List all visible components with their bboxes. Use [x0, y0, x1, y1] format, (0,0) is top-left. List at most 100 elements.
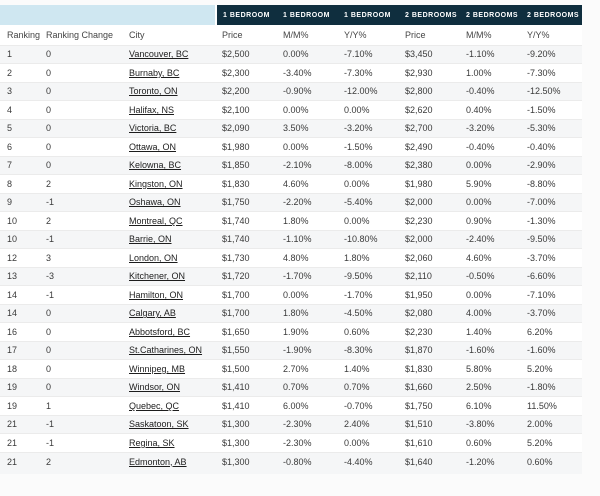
city-link[interactable]: Montreal, QC	[129, 215, 183, 226]
br1-price-cell: $1,740	[216, 229, 278, 249]
ranking-change-cell: 0	[40, 44, 123, 64]
rental-rankings-table: 1 BEDROOM 1 BEDROOM 1 BEDROOM 2 BEDROOMS…	[0, 5, 583, 471]
br2-mm-cell: 0.00%	[460, 155, 522, 175]
ranking-change-cell: 0	[40, 322, 123, 341]
city-link[interactable]: Quebec, QC	[129, 400, 180, 411]
br1-price-cell: $1,300	[216, 451, 278, 471]
column-header-1br-mm: M/M%	[277, 25, 339, 45]
br1-mm-cell: -1.10%	[277, 229, 339, 249]
ranking-change-cell: 3	[40, 248, 123, 267]
city-link[interactable]: St.Catharines, ON	[129, 345, 203, 356]
ranking-cell: 2	[0, 63, 40, 82]
br2-yy-cell: -1.50%	[521, 100, 583, 119]
city-link[interactable]: Burnaby, BC	[129, 67, 180, 78]
city-link[interactable]: Abbotsford, BC	[129, 326, 191, 337]
br1-price-cell: $1,650	[216, 322, 278, 341]
br1-yy-cell: 1.80%	[338, 248, 400, 267]
br2-price-cell: $1,870	[399, 340, 461, 360]
city-link[interactable]: Kelowna, BC	[129, 160, 182, 171]
br2-price-cell: $1,950	[399, 285, 461, 304]
br1-price-cell: $1,720	[216, 266, 278, 286]
column-header-1br-yy: Y/Y%	[338, 25, 400, 45]
br1-price-cell: $1,830	[216, 174, 278, 193]
ranking-cell: 1	[0, 44, 40, 64]
city-cell: Burnaby, BC	[123, 63, 217, 82]
city-link[interactable]: Toronto, ON	[129, 86, 178, 97]
ranking-change-cell: -3	[40, 266, 123, 286]
br1-yy-cell: -1.50%	[338, 137, 400, 156]
br1-mm-cell: 1.80%	[277, 211, 339, 230]
city-link[interactable]: London, ON	[129, 252, 178, 263]
city-link[interactable]: Edmonton, AB	[129, 456, 187, 467]
city-link[interactable]: Kingston, ON	[129, 178, 183, 189]
table-row: 19 1 Quebec, QC $1,410 6.00% -0.70% $1,7…	[0, 396, 583, 415]
city-cell: Barrie, ON	[123, 229, 217, 249]
ranking-change-cell: 0	[40, 118, 123, 138]
group-header-row: 1 BEDROOM 1 BEDROOM 1 BEDROOM 2 BEDROOMS…	[0, 5, 583, 25]
ranking-cell: 21	[0, 451, 40, 471]
br2-yy-cell: -12.50%	[521, 81, 583, 101]
br1-mm-cell: -0.90%	[277, 81, 339, 101]
br2-price-cell: $2,230	[399, 322, 461, 341]
group-header-2-bedrooms-mm: 2 BEDROOMS	[460, 5, 522, 25]
ranking-cell: 19	[0, 396, 40, 415]
table-row: 4 0 Halifax, NS $2,100 0.00% 0.00% $2,62…	[0, 100, 583, 119]
br2-price-cell: $3,450	[399, 44, 461, 64]
ranking-change-cell: 0	[40, 63, 123, 82]
city-link[interactable]: Kitchener, ON	[129, 271, 186, 282]
br2-price-cell: $2,060	[399, 248, 461, 267]
ranking-cell: 8	[0, 174, 40, 193]
br1-price-cell: $1,300	[216, 414, 278, 434]
column-header-row: Ranking Ranking Change City Price M/M% Y…	[0, 25, 583, 45]
ranking-cell: 14	[0, 303, 40, 323]
city-link[interactable]: Oshawa, ON	[129, 197, 181, 208]
table-row: 10 -1 Barrie, ON $1,740 -1.10% -10.80% $…	[0, 229, 583, 249]
ranking-change-cell: 1	[40, 396, 123, 415]
br1-yy-cell: 0.60%	[338, 322, 400, 341]
br1-mm-cell: 1.80%	[277, 303, 339, 323]
city-link[interactable]: Saskatoon, SK	[129, 419, 189, 430]
br1-yy-cell: -1.70%	[338, 285, 400, 304]
city-cell: Calgary, AB	[123, 303, 217, 323]
city-link[interactable]: Calgary, AB	[129, 308, 176, 319]
br1-yy-cell: -9.50%	[338, 266, 400, 286]
br1-yy-cell: -4.40%	[338, 451, 400, 471]
br1-price-cell: $1,740	[216, 211, 278, 230]
column-header-2br-mm: M/M%	[460, 25, 522, 45]
br2-mm-cell: -3.80%	[460, 414, 522, 434]
br1-price-cell: $1,410	[216, 377, 278, 397]
br2-price-cell: $2,230	[399, 211, 461, 230]
br2-yy-cell: -5.30%	[521, 118, 583, 138]
city-cell: Edmonton, AB	[123, 451, 217, 471]
br2-price-cell: $2,080	[399, 303, 461, 323]
br1-yy-cell: -8.30%	[338, 340, 400, 360]
group-header-1-bedroom-price: 1 BEDROOM	[215, 5, 278, 25]
br1-mm-cell: -2.10%	[277, 155, 339, 175]
city-link[interactable]: Victoria, BC	[129, 123, 177, 134]
ranking-cell: 10	[0, 229, 40, 249]
br1-yy-cell: -3.20%	[338, 118, 400, 138]
city-cell: Vancouver, BC	[123, 44, 217, 64]
br2-price-cell: $1,510	[399, 414, 461, 434]
br2-mm-cell: 4.60%	[460, 248, 522, 267]
city-link[interactable]: Barrie, ON	[129, 234, 172, 245]
city-cell: Winnipeg, MB	[123, 359, 217, 378]
br2-yy-cell: -7.10%	[521, 285, 583, 304]
city-link[interactable]: Hamilton, ON	[129, 289, 184, 300]
ranking-cell: 19	[0, 377, 40, 397]
city-link[interactable]: Windsor, ON	[129, 382, 181, 393]
city-link[interactable]: Vancouver, BC	[129, 49, 189, 60]
br2-price-cell: $2,620	[399, 100, 461, 119]
city-cell: Kingston, ON	[123, 174, 217, 193]
br1-yy-cell: -5.40%	[338, 192, 400, 212]
city-cell: St.Catharines, ON	[123, 340, 217, 360]
city-link[interactable]: Ottawa, ON	[129, 141, 177, 152]
city-link[interactable]: Winnipeg, MB	[129, 363, 186, 374]
br2-mm-cell: -1.20%	[460, 451, 522, 471]
city-cell: Kitchener, ON	[123, 266, 217, 286]
city-link[interactable]: Halifax, NS	[129, 104, 175, 115]
table-row: 12 3 London, ON $1,730 4.80% 1.80% $2,06…	[0, 248, 583, 267]
city-link[interactable]: Regina, SK	[129, 437, 175, 448]
table-row: 21 -1 Regina, SK $1,300 -2.30% 0.00% $1,…	[0, 433, 583, 452]
